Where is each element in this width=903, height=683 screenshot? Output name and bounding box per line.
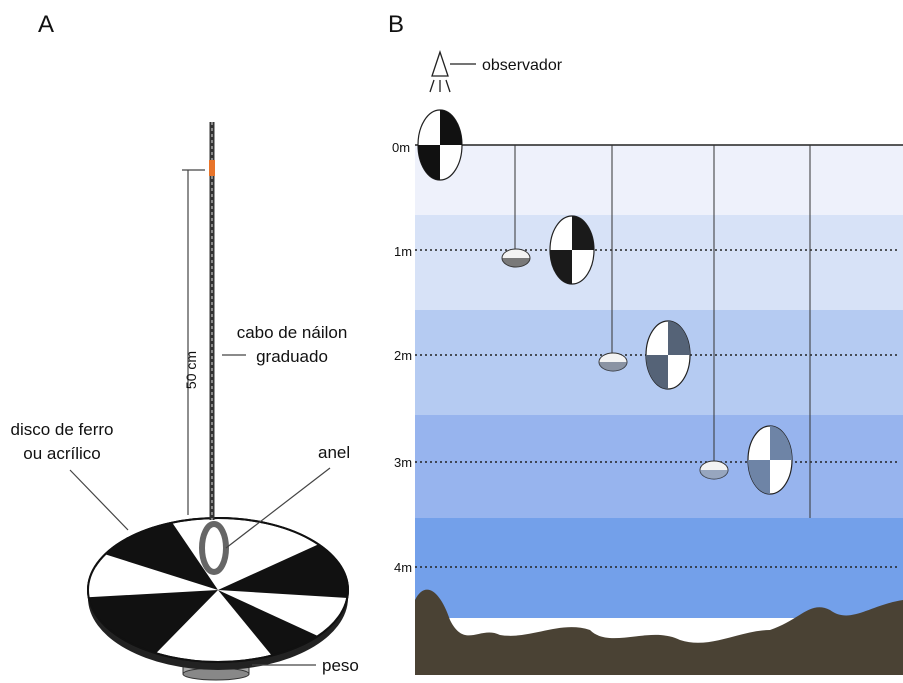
disk-part <box>502 258 530 267</box>
panel-label: B <box>388 11 404 38</box>
depth-label: 4m <box>394 560 412 575</box>
observer-icon <box>429 49 476 93</box>
water-column <box>415 49 903 675</box>
disk-part <box>599 362 627 371</box>
rope-label: graduado <box>256 347 328 366</box>
observer-label: observador <box>482 57 563 74</box>
secchi-disk <box>87 122 349 681</box>
disk-label: disco de ferro <box>11 420 114 439</box>
length-label: 50 cm <box>183 351 199 389</box>
disk-part <box>668 321 690 355</box>
disk-part <box>418 145 440 180</box>
ring-label: anel <box>318 443 350 462</box>
rope-label: cabo de náilon <box>237 323 348 342</box>
depth-label: 1m <box>394 244 412 259</box>
depth-label: 2m <box>394 348 412 363</box>
disk-part <box>646 355 668 389</box>
depth-label: 3m <box>394 455 412 470</box>
disk-part <box>700 470 728 479</box>
disk-part <box>572 216 594 250</box>
disk-label: ou acrílico <box>23 444 100 463</box>
disk-part <box>770 426 792 460</box>
disk-part <box>748 460 770 494</box>
disk-part <box>440 110 462 145</box>
weight-label: peso <box>322 656 359 675</box>
disk-part <box>550 250 572 284</box>
panel-label: A <box>38 11 54 38</box>
depth-label: 0m <box>392 140 410 155</box>
